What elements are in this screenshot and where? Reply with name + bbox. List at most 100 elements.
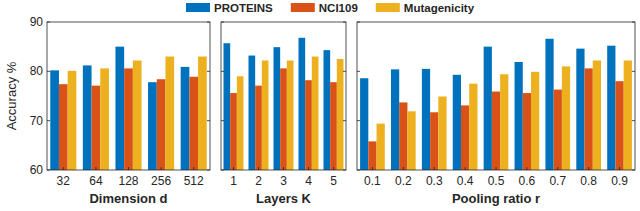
- y-tick: [632, 120, 635, 121]
- bar: [148, 82, 157, 170]
- frame: [221, 22, 346, 170]
- x-tick-label: 128: [118, 174, 138, 188]
- bar: [237, 76, 244, 170]
- y-tick: [343, 120, 346, 121]
- bar: [523, 93, 531, 170]
- bar: [607, 46, 615, 170]
- x-tick-label: 256: [151, 174, 171, 188]
- y-tick: [221, 120, 224, 121]
- frame: [47, 22, 210, 170]
- x-tick: [233, 167, 234, 170]
- x-tick: [557, 167, 558, 170]
- bar: [262, 60, 269, 170]
- y-tick-label: 90: [30, 15, 44, 29]
- x-tick-label: 0.3: [426, 174, 443, 188]
- bar: [181, 67, 190, 170]
- x-axis-title: Pooling ratio r: [452, 191, 540, 206]
- y-tick: [343, 71, 346, 72]
- bar: [492, 92, 500, 170]
- bar: [500, 74, 508, 170]
- x-tick: [95, 167, 96, 170]
- x-tick-label: 64: [89, 174, 103, 188]
- y-tick: [343, 22, 346, 23]
- bar: [249, 56, 256, 170]
- bar: [469, 84, 477, 170]
- bar: [287, 60, 294, 170]
- x-tick: [283, 167, 284, 170]
- x-tick-label: 4: [305, 174, 312, 188]
- x-tick-label: 0.7: [549, 174, 566, 188]
- x-tick-label: 0.4: [457, 174, 474, 188]
- bar: [312, 57, 319, 170]
- y-tick: [207, 22, 210, 23]
- y-tick: [632, 22, 635, 23]
- legend-label: PROTEINS: [214, 2, 273, 14]
- bar: [224, 43, 231, 170]
- y-tick: [47, 71, 50, 72]
- bar: [92, 86, 101, 170]
- y-tick: [207, 71, 210, 72]
- x-tick-label: 3: [280, 174, 287, 188]
- legend: PROTEINSNCI109Mutagenicity: [186, 2, 475, 14]
- y-tick: [632, 170, 635, 171]
- bar: [280, 68, 287, 170]
- x-tick: [372, 167, 373, 170]
- bar: [585, 68, 593, 170]
- bar: [274, 47, 281, 170]
- x-tick: [333, 167, 334, 170]
- bar: [554, 90, 562, 170]
- x-tick: [308, 167, 309, 170]
- y-tick-label: 80: [30, 64, 44, 78]
- legend-swatch: [186, 3, 210, 12]
- bar: [391, 69, 399, 170]
- bars: [224, 38, 344, 170]
- bar: [615, 81, 623, 170]
- frame: [357, 22, 635, 170]
- bar: [593, 60, 601, 170]
- bar: [299, 38, 306, 170]
- bar: [124, 68, 133, 170]
- bar: [189, 77, 198, 170]
- bar: [430, 112, 438, 170]
- bar: [83, 65, 92, 170]
- x-axis-title: Dimension d: [89, 191, 167, 206]
- legend-label: NCI109: [319, 2, 358, 14]
- x-tick-label: 0.9: [611, 174, 628, 188]
- y-tick: [357, 22, 360, 23]
- y-tick-label: 60: [30, 163, 44, 177]
- y-tick: [47, 22, 50, 23]
- bar: [368, 141, 376, 170]
- figure: 607080903264128256512Dimension dAccuracy…: [0, 0, 640, 211]
- x-tick-label: 0.6: [519, 174, 536, 188]
- bar: [377, 124, 385, 170]
- bar: [399, 102, 407, 170]
- bar: [68, 71, 77, 170]
- x-tick: [128, 167, 129, 170]
- x-tick: [258, 167, 259, 170]
- bar: [198, 57, 207, 170]
- x-tick: [465, 167, 466, 170]
- y-tick: [47, 170, 50, 171]
- y-tick: [207, 120, 210, 121]
- y-tick: [357, 120, 360, 121]
- bar: [461, 105, 469, 170]
- bar: [438, 96, 446, 170]
- x-tick-label: 32: [57, 174, 71, 188]
- bar: [515, 62, 523, 170]
- x-tick: [434, 167, 435, 170]
- x-tick: [193, 167, 194, 170]
- x-tick: [619, 167, 620, 170]
- bar: [50, 70, 59, 170]
- y-tick: [221, 71, 224, 72]
- y-tick-label: 70: [30, 114, 44, 128]
- y-tick: [357, 71, 360, 72]
- x-tick-label: 512: [184, 174, 204, 188]
- bar: [100, 68, 109, 170]
- bar: [484, 47, 492, 170]
- x-tick-label: 1: [230, 174, 237, 188]
- x-tick: [403, 167, 404, 170]
- legend-swatch: [291, 3, 315, 12]
- bar: [157, 79, 166, 170]
- bar: [330, 82, 337, 170]
- x-tick: [161, 167, 162, 170]
